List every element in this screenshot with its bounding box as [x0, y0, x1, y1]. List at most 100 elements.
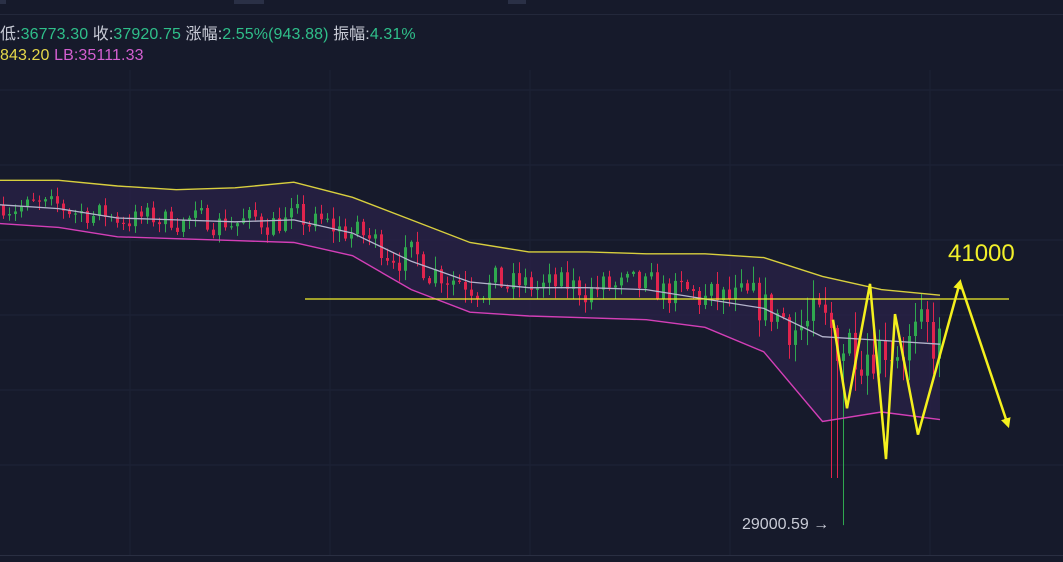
- candle-body: [98, 205, 101, 216]
- close-label: 收:: [92, 26, 114, 43]
- candle-body: [92, 215, 95, 223]
- candle-body: [398, 262, 401, 271]
- candle-body: [806, 320, 809, 327]
- candle-body: [362, 221, 365, 236]
- candle-body: [308, 224, 311, 227]
- candle-body: [680, 280, 683, 283]
- candle-body: [920, 309, 923, 322]
- candle-body: [116, 216, 119, 223]
- candle-body: [290, 208, 293, 218]
- candle-body: [296, 203, 299, 209]
- top-toolbar: [0, 0, 1063, 15]
- candle-body: [242, 218, 245, 224]
- amplitude-value: 4.31%: [369, 26, 416, 43]
- candle-body: [200, 208, 203, 211]
- candle-body: [380, 234, 383, 259]
- candle-body: [842, 353, 845, 361]
- candle-body: [752, 282, 755, 291]
- candle-body: [788, 317, 791, 345]
- candle-body: [128, 223, 131, 227]
- toolbar-mark: [0, 0, 6, 4]
- lb-value: 35111.33: [78, 47, 144, 64]
- candle-body: [458, 280, 461, 283]
- candle-body: [614, 285, 617, 288]
- candle-body: [914, 321, 917, 337]
- candle-body: [314, 213, 317, 227]
- candle-body: [56, 196, 59, 204]
- candle-body: [206, 208, 209, 230]
- candle-body: [506, 286, 509, 289]
- candle-body: [410, 241, 413, 248]
- candle-body: [644, 276, 647, 289]
- candle-body: [38, 200, 41, 202]
- lower-band-line: [0, 222, 941, 423]
- candle-body: [494, 267, 497, 283]
- candle-body: [194, 210, 197, 218]
- candle-body: [440, 269, 443, 284]
- candle-body: [782, 313, 785, 318]
- candle-body: [320, 213, 323, 220]
- candle-body: [662, 283, 665, 299]
- candle-body: [230, 226, 233, 228]
- projection-drop-arrow: [958, 281, 1011, 429]
- toolbar-mark: [234, 0, 264, 4]
- middle-band-line: [0, 204, 941, 345]
- candle-body: [632, 271, 635, 274]
- ub-value: 843.20: [0, 47, 50, 64]
- candle-body: [2, 204, 5, 216]
- candle-body: [434, 269, 437, 284]
- candle-body: [770, 294, 773, 322]
- candle-body: [758, 282, 761, 321]
- candle-body: [188, 217, 191, 220]
- candle-body: [218, 218, 221, 236]
- candle-body: [884, 339, 887, 361]
- candle-body: [638, 271, 641, 289]
- bottom-axis-bar: [0, 555, 1063, 562]
- lb-label: LB:: [54, 47, 79, 64]
- candle-body: [740, 283, 743, 288]
- candle-body: [674, 280, 677, 304]
- candle-body: [560, 272, 563, 287]
- candle-body: [26, 199, 29, 207]
- candle-body: [692, 289, 695, 291]
- candle-body: [20, 206, 23, 212]
- candle-body: [236, 223, 239, 227]
- candle-body: [512, 273, 515, 289]
- candle-body: [122, 222, 125, 224]
- candle-body: [686, 281, 689, 290]
- candle-body: [182, 219, 185, 232]
- low-price-marker: 29000.59 →: [742, 516, 830, 533]
- candle-body: [260, 216, 263, 228]
- candle-body: [464, 282, 467, 290]
- candle-body: [74, 213, 77, 215]
- candle-body: [326, 218, 329, 220]
- candle-body: [266, 227, 269, 235]
- candle-body: [704, 295, 707, 305]
- candle-body: [764, 294, 767, 321]
- candle-body: [554, 274, 557, 287]
- candle-body: [146, 207, 149, 217]
- candle-body: [722, 289, 725, 301]
- candle-body: [908, 336, 911, 361]
- candle-body: [824, 304, 827, 313]
- candle-body: [476, 295, 479, 299]
- candle-body: [896, 357, 899, 361]
- candle-body: [524, 277, 527, 286]
- change-value: 2.55%(943.88): [222, 26, 329, 43]
- candle-body: [830, 312, 833, 328]
- candle-body: [392, 260, 395, 263]
- candle-body: [932, 321, 935, 359]
- upper-band-line: [0, 179, 941, 296]
- candle-body: [32, 199, 35, 201]
- candle-body: [428, 278, 431, 284]
- candle-body: [548, 274, 551, 283]
- candle-body: [350, 234, 353, 239]
- candle-body: [872, 354, 875, 374]
- candle-body: [608, 276, 611, 288]
- candle-body: [254, 209, 257, 217]
- candle-body: [212, 229, 215, 236]
- candle-body: [68, 210, 71, 215]
- candle-body: [536, 288, 539, 290]
- projection-zigzag: [831, 279, 963, 460]
